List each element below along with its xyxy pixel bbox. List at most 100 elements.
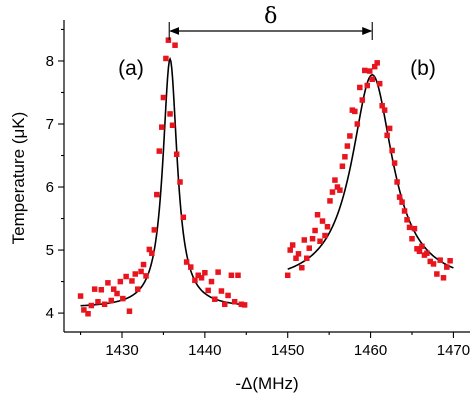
data-point [401,208,408,214]
y-tick-label: 6 [46,179,54,196]
data-point [105,280,111,286]
data-point [314,212,321,218]
x-tick-label: 1460 [354,342,387,359]
data-point [241,302,248,308]
data-point [332,177,338,183]
data-point [295,251,302,257]
data-point [354,121,361,127]
data-point [301,237,308,243]
y-tick-label: 7 [46,116,54,133]
data-point [339,163,346,169]
data-point [129,278,135,284]
data-point [447,258,453,264]
data-point [327,198,333,204]
data-point [165,37,172,43]
data-point [218,288,225,294]
data-point [319,218,326,224]
data-point [188,264,194,270]
data-point [389,147,395,154]
data-point [221,301,228,308]
x-tick-label: 1440 [188,342,221,359]
data-point [212,296,218,302]
data-point [322,232,328,239]
data-point [154,191,160,198]
data-point [359,97,366,103]
data-point [396,194,403,200]
data-point [337,187,343,193]
data-point [386,125,393,132]
data-point [163,55,169,62]
delta-label: δ [264,4,277,29]
annotations: δ (a) (b) [118,4,436,80]
data-point [98,287,105,293]
data-point [312,227,318,234]
x-tick-label: 1450 [271,342,304,359]
data-point [289,242,296,248]
data-point [306,245,313,251]
data-point [110,286,117,292]
data-point [198,275,205,281]
data-point [371,63,378,70]
x-tick-label: 1430 [105,342,138,359]
data-point [334,184,341,190]
data-point [95,299,101,305]
data-point [235,272,241,279]
fit-curves [80,56,454,307]
data-point [146,246,153,253]
data-point [409,235,415,242]
data-point [114,290,120,297]
axes [63,20,470,333]
data-point [394,179,400,185]
data-point [287,247,293,253]
data-point [149,250,155,256]
data-point [344,143,351,149]
data-point [195,272,201,279]
data-point [399,199,405,205]
data-point [424,250,430,256]
data-point [225,292,231,299]
data-point [123,273,129,280]
data-point [381,107,388,113]
data-point [362,67,368,74]
data-point [81,307,87,313]
data-point [140,261,147,268]
data-point [215,269,221,275]
ticks: 1430 1440 1450 1460 1470 4 5 6 7 8 [46,28,470,359]
data-point [404,217,410,223]
data-point [384,132,390,139]
data-point [85,310,91,317]
data-point [228,272,235,279]
data-point [369,76,375,82]
data-point [342,154,348,160]
panel-label-b: (b) [410,57,436,80]
data-point [202,270,208,276]
data-point [183,259,190,265]
data-point [192,277,198,284]
data-point [444,264,450,270]
data-point [159,124,165,130]
y-axis-title: Temperature (μK) [9,112,28,245]
data-point [434,271,440,277]
data-point [430,261,437,267]
data-point [366,68,373,74]
data-point [177,179,183,185]
data-point [173,151,180,157]
data-point [231,299,238,305]
data-point [416,248,423,255]
x-axis-title: -Δ(MHz) [235,374,298,393]
data-point [156,148,163,154]
data-point [391,160,398,166]
data-point [88,302,95,309]
data-points [77,37,453,317]
data-point [208,278,215,285]
data-point [169,122,176,129]
data-point [309,235,316,242]
y-tick-label: 8 [46,53,54,70]
data-point [347,133,353,139]
data-point [376,80,383,87]
data-point [304,255,310,261]
data-point [352,108,358,115]
data-point [406,224,413,231]
data-point [172,42,178,48]
data-point [167,111,173,117]
